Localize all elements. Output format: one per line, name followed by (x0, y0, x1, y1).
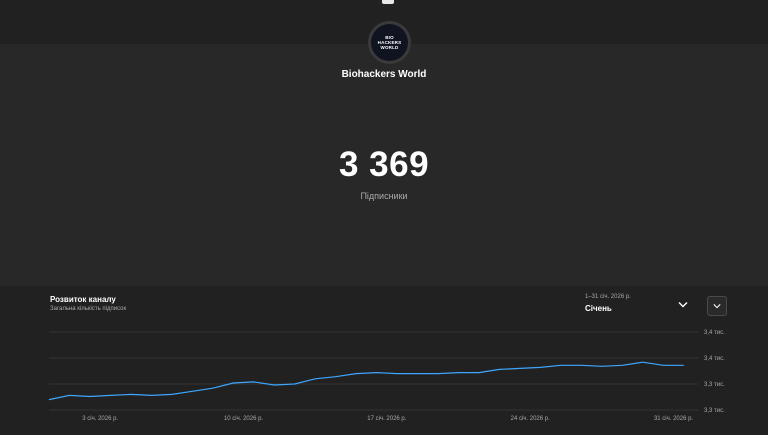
expand-chart-button[interactable] (707, 296, 727, 316)
chart-gridlines (49, 331, 698, 411)
y-tick-label: 3,3 тис. (704, 408, 725, 414)
subscriber-count: 3 369 (338, 145, 430, 184)
card-subtitle: Загальна кількість підписок (50, 306, 127, 312)
logo-line-3: WORLD (380, 45, 399, 50)
y-tick-label: 3,4 тис. (704, 356, 725, 362)
x-tick-label: 17 січ. 2026 р. (367, 416, 406, 422)
subscriber-growth-chart: 3,3 тис. 3,3 тис. 3,4 тис. 3,4 тис. 3 січ. … (48, 330, 725, 422)
x-tick-label: 24 січ. 2026 р. (511, 416, 550, 422)
chart-series (48, 361, 684, 401)
x-tick-label: 3 січ. 2026 р. (82, 416, 118, 422)
y-tick-label: 3,3 тис. (704, 382, 725, 388)
period-selector-label[interactable]: Січень (585, 304, 612, 313)
period-dropdown-button[interactable] (676, 298, 690, 310)
channel-avatar: BIO HACKERS WORLD (368, 21, 411, 64)
y-tick-label: 3,4 тис. (704, 330, 725, 336)
card-title: Розвиток каналу (50, 295, 116, 304)
chevron-down-icon (678, 301, 688, 307)
channel-logo: BIO HACKERS WORLD (371, 24, 408, 61)
logo-line-2: HACKERS (377, 40, 402, 45)
y-axis-labels: 3,3 тис. 3,3 тис. 3,4 тис. 3,4 тис. (704, 330, 725, 414)
date-range: 1–31 січ. 2026 р. (585, 294, 631, 300)
header-indicator (382, 0, 394, 4)
x-tick-label: 10 січ. 2026 р. (224, 416, 263, 422)
channel-name: Biohackers World (341, 69, 427, 80)
subscriber-label: Підписники (360, 191, 408, 201)
logo-line-1: BIO (385, 35, 394, 40)
chevron-down-icon (713, 304, 721, 309)
x-tick-label: 31 січ. 2026 р. (654, 416, 693, 422)
x-axis-labels: 3 січ. 2026 р. 10 січ. 2026 р. 17 січ. 202… (82, 416, 693, 422)
subscribers-line (48, 361, 684, 401)
